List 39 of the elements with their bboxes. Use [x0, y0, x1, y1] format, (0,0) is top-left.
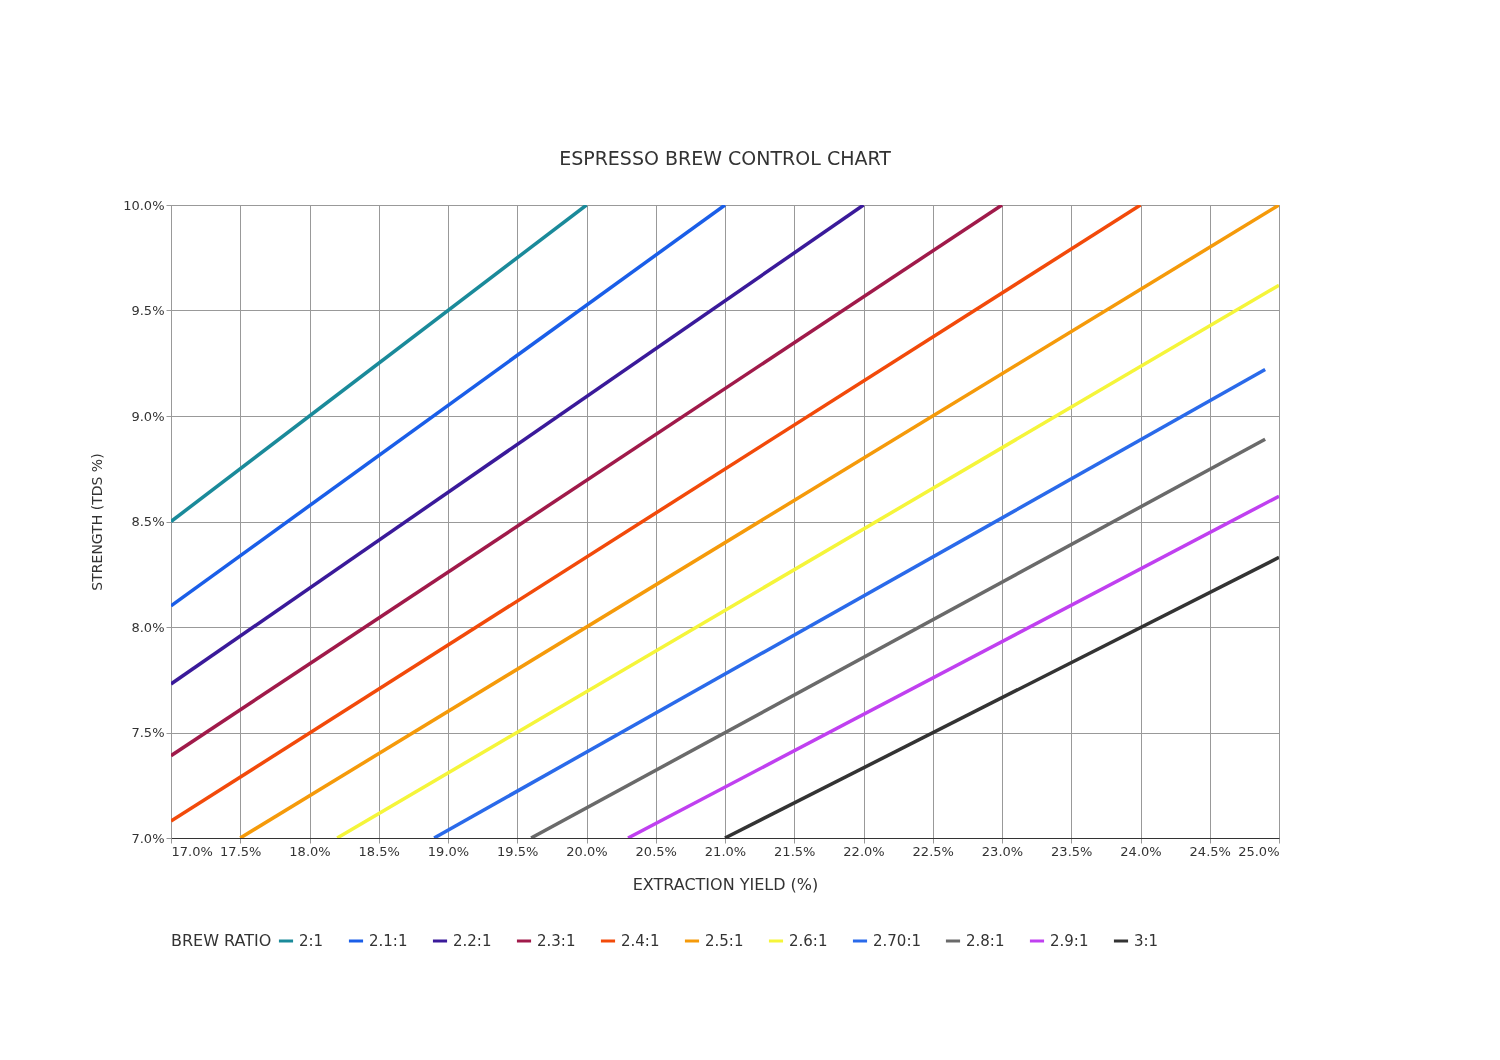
x-tick-label: 20.5% [635, 843, 677, 859]
y-tick-label: 7.5% [131, 725, 165, 740]
x-tick-label: 22.0% [843, 843, 885, 859]
x-tick-label: 19.0% [427, 843, 470, 859]
legend-label: 2.1:1 [369, 932, 408, 950]
x-tick-label: 21.0% [704, 843, 747, 859]
chart-title: ESPRESSO BREW CONTROL CHART [559, 147, 892, 169]
y-tick-label: 8.0% [131, 619, 165, 635]
y-tick-label: 7.0% [131, 830, 165, 846]
x-axis-title: EXTRACTION YIELD (%) [632, 874, 819, 894]
legend-label: 2.4:1 [621, 932, 660, 950]
legend-label: 2.5:1 [705, 932, 744, 950]
y-tick-label: 9.5% [131, 303, 165, 318]
x-tick-label: 22.5% [912, 843, 954, 859]
y-tick-label: 10.0% [123, 197, 165, 213]
x-tick-label: 19.5% [497, 843, 539, 859]
x-tick-label: 21.5% [774, 843, 816, 859]
y-tick-label: 8.5% [131, 514, 165, 529]
x-tick-label: 24.0% [1120, 843, 1162, 859]
legend-label: 2.9:1 [1050, 932, 1089, 950]
x-tick-label: 18.5% [358, 843, 400, 859]
legend-label: 2.8:1 [966, 932, 1005, 950]
legend-label: 2.70:1 [873, 932, 921, 950]
legend-title: BREW RATIO [171, 931, 272, 950]
legend-label: 2.2:1 [453, 932, 492, 950]
x-tick-label: 23.0% [981, 843, 1024, 859]
y-axis-title: STRENGTH (TDS %) [89, 453, 106, 591]
legend-label: 3:1 [1134, 932, 1159, 950]
x-tick-label: 24.5% [1189, 843, 1231, 859]
x-tick-label: 17.0% [171, 843, 213, 859]
legend-label: 2:1 [299, 932, 324, 950]
legend-label: 2.3:1 [537, 932, 576, 950]
legend-label: 2.6:1 [789, 932, 828, 950]
x-tick-label: 18.0% [289, 843, 331, 859]
x-tick-label: 17.5% [220, 843, 262, 859]
x-tick-label: 20.0% [566, 843, 608, 859]
y-tick-label: 9.0% [131, 408, 165, 424]
x-tick-label: 25.0% [1238, 843, 1280, 859]
x-tick-label: 23.5% [1051, 843, 1093, 859]
